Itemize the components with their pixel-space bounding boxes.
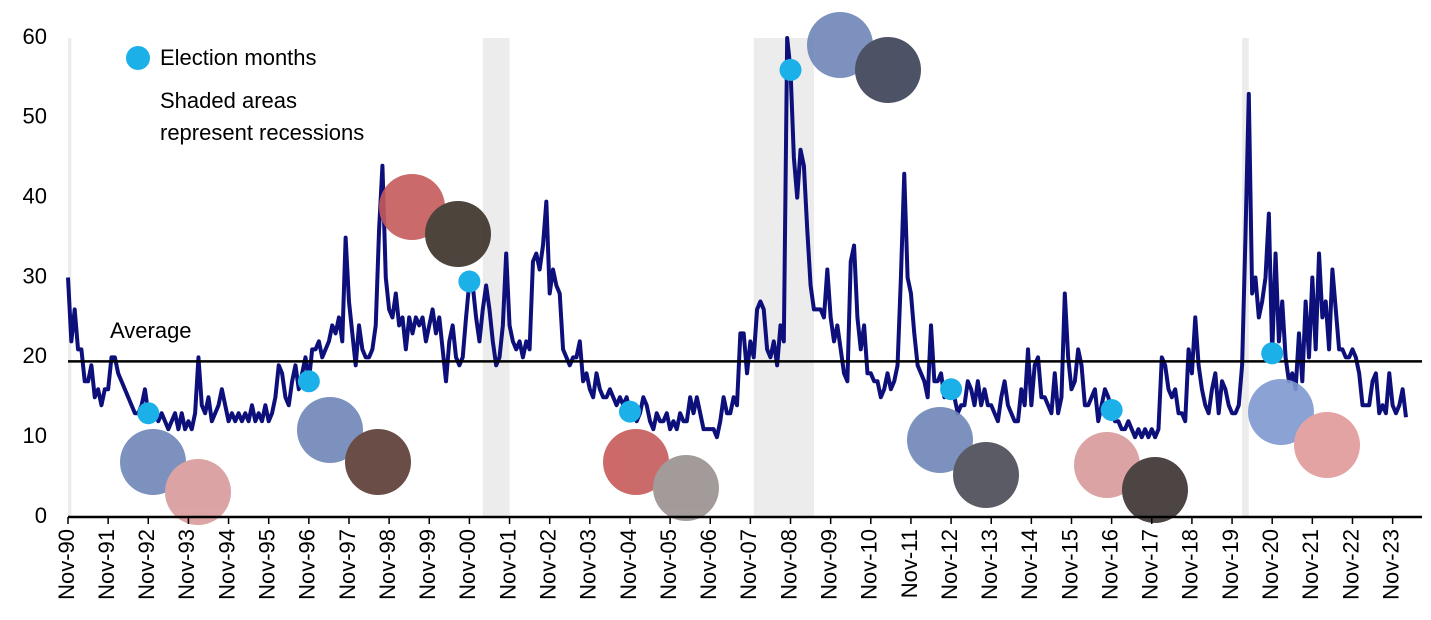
election-dot	[940, 378, 962, 400]
x-tick-label: Nov-90	[54, 529, 79, 600]
x-tick-label: Nov-96	[295, 529, 320, 600]
y-tick-label: 0	[35, 503, 47, 528]
y-tick-label: 20	[23, 343, 47, 368]
y-tick-label: 50	[23, 104, 47, 129]
x-tick-label: Nov-23	[1378, 529, 1403, 600]
candidate-photo	[953, 442, 1019, 508]
candidate-photo	[653, 455, 719, 521]
x-tick-label: Nov-02	[535, 529, 560, 600]
candidate-photo	[425, 201, 491, 267]
annotation: represent recessions	[160, 120, 364, 145]
x-tick-label: Nov-20	[1258, 529, 1283, 600]
election-dot	[298, 370, 320, 392]
election-dot	[1261, 342, 1283, 364]
x-tick-label: Nov-17	[1138, 529, 1163, 600]
x-tick-label: Nov-06	[696, 529, 721, 600]
x-tick-label: Nov-93	[174, 529, 199, 600]
x-tick-label: Nov-15	[1057, 529, 1082, 600]
election-dot	[619, 401, 641, 423]
y-tick-label: 40	[23, 183, 47, 208]
x-tick-label: Nov-14	[1017, 529, 1042, 600]
chart: 0 10 20 30 40 50 60 Nov-90 Nov-91 Nov-92 Nov-93 Nov…	[0, 0, 1431, 620]
x-tick-label: Nov-94	[214, 529, 239, 600]
x-tick-label: Nov-01	[495, 529, 520, 600]
y-tick-label: 10	[23, 423, 47, 448]
x-tick-label: Nov-03	[576, 529, 601, 600]
x-tick-label: Nov-09	[816, 529, 841, 600]
x-tick-label: Nov-21	[1298, 529, 1323, 600]
x-tick-label: Nov-07	[736, 529, 761, 600]
x-tick-label: Nov-18	[1178, 529, 1203, 600]
average-label: Average	[110, 318, 192, 343]
election-dot	[780, 59, 802, 81]
candidate-photo	[1122, 457, 1188, 523]
legend-label: Election months	[160, 45, 317, 70]
x-tick-label: Nov-16	[1097, 529, 1122, 600]
candidate-photo	[855, 37, 921, 103]
x-tick-label: Nov-95	[255, 529, 280, 600]
x-tick-label: Nov-13	[977, 529, 1002, 600]
x-tick-label: Nov-99	[415, 529, 440, 600]
x-tick-label: Nov-05	[656, 529, 681, 600]
x-tick-label: Nov-08	[776, 529, 801, 600]
annotation: Shaded areas	[160, 88, 297, 113]
x-tick-label: Nov-98	[375, 529, 400, 600]
x-tick-label: Nov-22	[1338, 529, 1363, 600]
x-tick-label: Nov-92	[134, 529, 159, 600]
candidate-photo	[165, 459, 231, 525]
election-dot	[458, 270, 480, 292]
election-dot	[1101, 399, 1123, 421]
x-tick-label: Nov-12	[937, 529, 962, 600]
page: {"chart_data": { "type": "line", "legend…	[0, 0, 1431, 620]
x-tick-label: Nov-11	[897, 529, 922, 598]
candidate-photo	[1294, 412, 1360, 478]
y-tick-label: 60	[23, 24, 47, 49]
x-tick-label: Nov-00	[455, 529, 480, 600]
election-dot	[137, 402, 159, 424]
candidate-photos	[120, 12, 1360, 525]
x-tick-label: Nov-04	[616, 529, 641, 600]
candidate-photo	[345, 429, 411, 495]
x-tick-label: Nov-19	[1218, 529, 1243, 600]
x-tick-label: Nov-91	[94, 529, 119, 600]
legend-marker	[126, 46, 150, 70]
x-tick-label: Nov-97	[335, 529, 360, 600]
y-tick-label: 30	[23, 263, 47, 288]
x-tick-label: Nov-10	[857, 529, 882, 600]
